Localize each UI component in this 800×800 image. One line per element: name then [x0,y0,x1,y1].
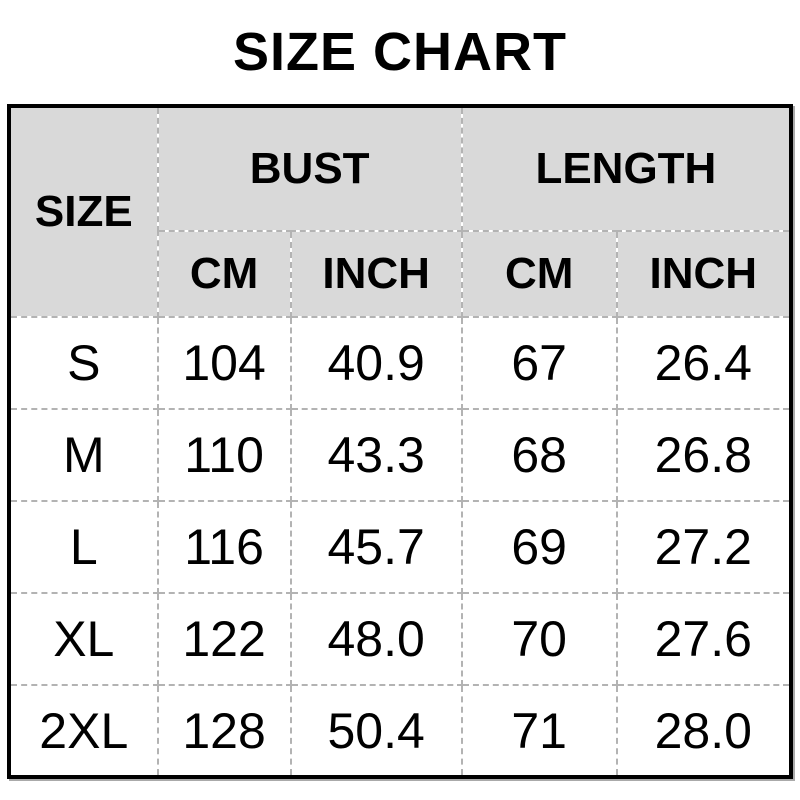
cell-size: S [8,316,159,410]
cell-length-cm: 67 [460,316,618,410]
size-chart-body: S 104 40.9 67 26.4 M 110 43.3 68 26.8 L … [8,316,793,778]
cell-size: XL [8,592,159,686]
column-header-length-cm: CM [460,230,618,318]
cell-bust-cm: 116 [156,500,292,594]
cell-length-cm: 71 [460,684,618,778]
cell-bust-cm: 104 [156,316,292,410]
column-header-bust-cm: CM [156,230,292,318]
column-header-size: SIZE [8,105,159,318]
table-row-2xl: 2XL 128 50.4 71 28.0 [8,684,793,778]
column-header-bust: BUST [156,105,463,232]
cell-length-inch: 28.0 [615,684,793,778]
cell-length-inch: 26.8 [615,408,793,502]
cell-size: M [8,408,159,502]
table-row-s: S 104 40.9 67 26.4 [8,316,793,410]
cell-bust-inch: 45.7 [289,500,463,594]
cell-length-cm: 68 [460,408,618,502]
header-group-row: SIZE BUST LENGTH [8,105,793,318]
column-header-length: LENGTH [460,105,793,232]
cell-size: L [8,500,159,594]
cell-size: 2XL [8,684,159,778]
cell-length-inch: 27.6 [615,592,793,686]
cell-bust-inch: 50.4 [289,684,463,778]
cell-bust-cm: 122 [156,592,292,686]
size-chart-header: SIZE BUST LENGTH CM INCH CM INCH [8,105,793,318]
cell-bust-inch: 43.3 [289,408,463,502]
cell-bust-inch: 40.9 [289,316,463,410]
page-title: SIZE CHART [233,22,567,82]
cell-length-cm: 70 [460,592,618,686]
table-row-xl: XL 122 48.0 70 27.6 [8,592,793,686]
cell-bust-inch: 48.0 [289,592,463,686]
cell-length-inch: 26.4 [615,316,793,410]
size-chart-table: SIZE BUST LENGTH CM INCH CM INCH S 104 4… [7,104,793,779]
cell-length-inch: 27.2 [615,500,793,594]
cell-bust-cm: 110 [156,408,292,502]
cell-length-cm: 69 [460,500,618,594]
table-row-l: L 116 45.7 69 27.2 [8,500,793,594]
cell-bust-cm: 128 [156,684,292,778]
column-header-length-inch: INCH [615,230,793,318]
header-unit-row: CM INCH CM INCH [9,230,793,318]
column-header-bust-inch: INCH [289,230,463,318]
table-row-m: M 110 43.3 68 26.8 [8,408,793,502]
